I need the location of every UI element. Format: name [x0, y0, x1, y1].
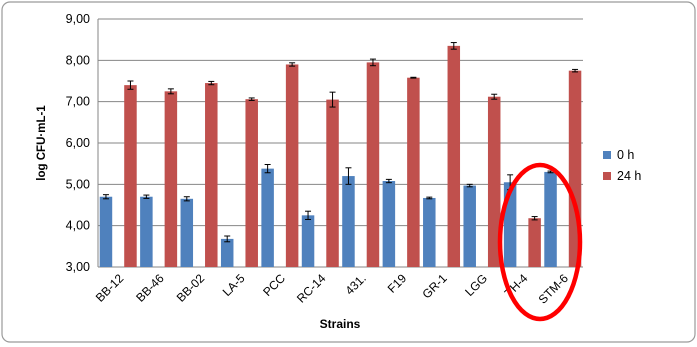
bar-24h-GR-1	[447, 45, 461, 267]
bar-24h-431.	[366, 62, 380, 268]
bar-24h-LGG	[487, 96, 501, 267]
bar-24h-PCC	[285, 64, 299, 267]
bar-0h-STM-6	[544, 171, 557, 267]
y-axis-label: log CFU·mL-1	[36, 105, 48, 181]
legend-swatch	[603, 172, 611, 180]
y-tick-label: 8,00	[66, 53, 90, 67]
bar-24h-TH-4	[528, 218, 541, 267]
legend-label: 0 h	[617, 148, 634, 162]
bar-24h-F19	[407, 77, 420, 268]
bar-0h-PCC	[261, 168, 274, 267]
highlight-ellipse	[497, 162, 583, 322]
bar-0h-RC-14	[301, 215, 315, 267]
bars	[99, 45, 582, 268]
y-tick-label: 6,00	[66, 136, 90, 150]
bar-0h-GR-1	[423, 197, 436, 267]
legend-label: 24 h	[617, 169, 641, 183]
bar-24h-RC-14	[326, 99, 339, 267]
y-tick-label: 7,00	[66, 95, 90, 109]
legend: 0 h 24 h	[603, 148, 641, 183]
bar-24h-LA-5	[245, 99, 258, 267]
bar-0h-BB-02	[180, 198, 194, 267]
bar-0h-LGG	[463, 185, 476, 267]
y-tick-label: 5,00	[66, 177, 90, 191]
x-axis-label: Strains	[320, 317, 361, 331]
bar-0h-431.	[342, 176, 355, 267]
bar-24h-BB-02	[205, 83, 218, 267]
bar-0h-BB-12	[99, 196, 113, 267]
y-tick-label: 9,00	[66, 12, 90, 26]
bar-24h-BB-46	[164, 91, 178, 267]
legend-swatch	[603, 151, 611, 159]
y-tick-label: 3,00	[66, 260, 90, 274]
bar-0h-BB-46	[140, 196, 153, 267]
bar-24h-BB-12	[124, 85, 137, 267]
y-tick-label: 4,00	[66, 219, 90, 233]
bar-0h-LA-5	[220, 238, 234, 267]
gridlines	[98, 18, 583, 227]
y-tick-labels: 3,00 4,00 5,00 6,00 7,00 8,00 9,00	[66, 12, 90, 274]
bar-0h-F19	[382, 181, 396, 267]
